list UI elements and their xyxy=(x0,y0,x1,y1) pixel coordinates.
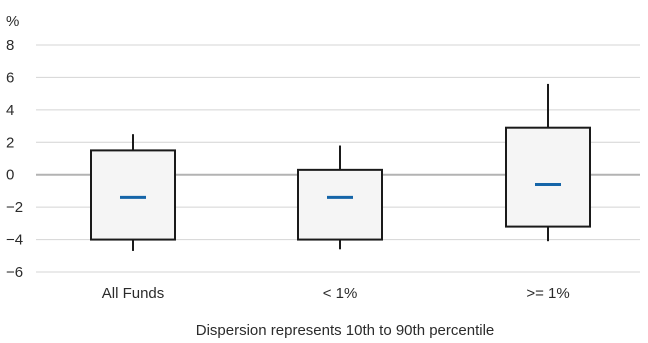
box-group xyxy=(505,83,591,242)
y-tick-label: −4 xyxy=(6,232,23,249)
y-unit-label: % xyxy=(6,13,19,30)
y-tick-label: −2 xyxy=(6,199,23,216)
category-label: >= 1% xyxy=(526,285,569,302)
box-group xyxy=(297,145,383,250)
y-tick-label: 2 xyxy=(6,134,14,151)
box-group xyxy=(90,134,176,251)
y-tick-labels: 8 6 4 2 0 −2 −4 −6 xyxy=(6,37,23,281)
category-label: < 1% xyxy=(323,285,358,302)
y-tick-label: 8 xyxy=(6,37,14,54)
box xyxy=(297,168,383,241)
y-tick-label: 4 xyxy=(6,102,14,119)
y-tick-label: 6 xyxy=(6,69,14,86)
boxes xyxy=(90,83,591,251)
y-tick-label: −6 xyxy=(6,264,23,281)
box xyxy=(505,126,591,228)
category-label: All Funds xyxy=(102,285,165,302)
y-tick-label: 0 xyxy=(6,167,14,184)
box xyxy=(90,149,176,241)
chart-caption: Dispersion represents 10th to 90th perce… xyxy=(196,322,495,339)
category-labels: All Funds < 1% >= 1% xyxy=(102,285,570,302)
